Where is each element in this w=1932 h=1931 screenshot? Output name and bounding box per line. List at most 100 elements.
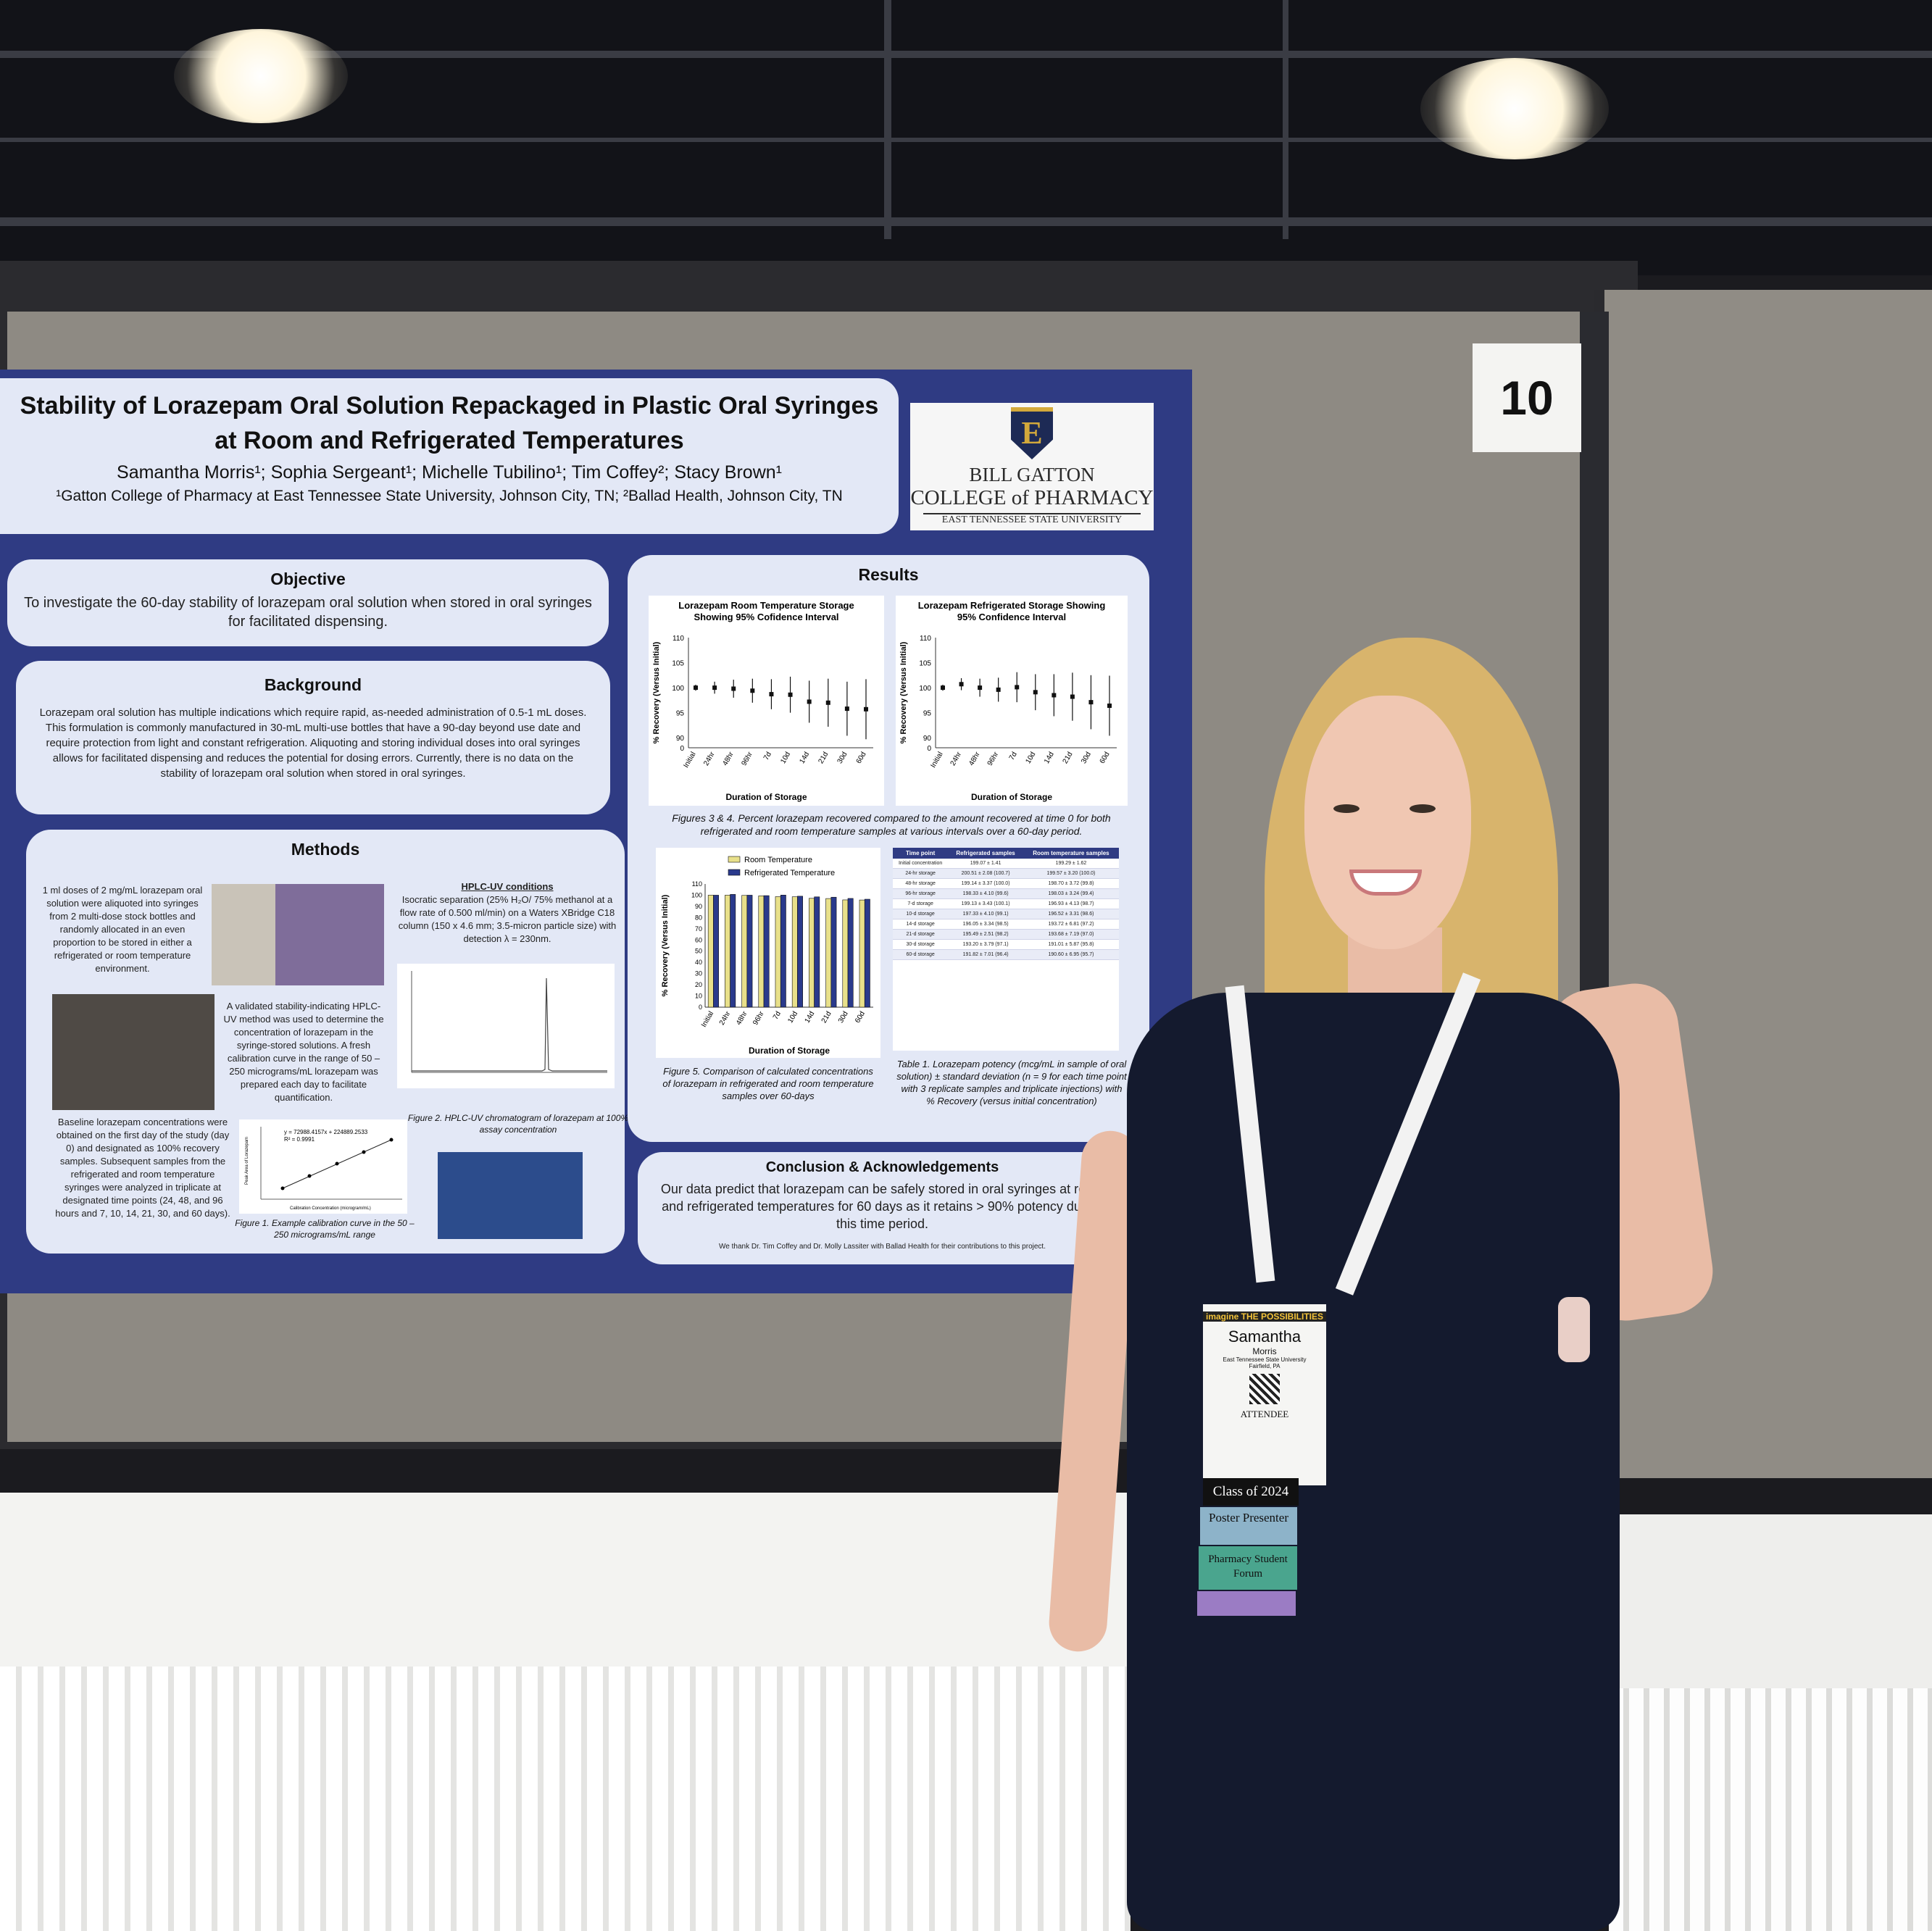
chromatogram-chart <box>397 964 615 1088</box>
table-cell: 191.82 ± 7.01 (96.4) <box>948 949 1023 960</box>
data-point <box>712 685 717 691</box>
y-tick-label: 0 <box>699 1004 702 1011</box>
x-tick-label: 14d <box>798 751 811 765</box>
figure2-caption: Figure 2. HPLC-UV chromatogram of loraze… <box>407 1113 629 1135</box>
y-tick-label: 100 <box>691 891 702 898</box>
data-point <box>1088 700 1094 705</box>
bar <box>797 896 803 1008</box>
x-tick-label: 24hr <box>949 750 964 767</box>
bar <box>859 899 865 1008</box>
bar <box>791 896 798 1008</box>
table1-caption: Table 1. Lorazepam potency (mcg/mL in sa… <box>896 1059 1127 1106</box>
legend-swatch <box>728 869 741 876</box>
bar <box>763 895 770 1008</box>
table-cell: 199.14 ± 3.37 (100.0) <box>948 878 1023 889</box>
y-tick-label: 105 <box>672 660 684 668</box>
data-point <box>941 685 945 691</box>
ceiling-light <box>174 29 348 123</box>
y-tick-label: 10 <box>695 993 702 1000</box>
ceiling-truss <box>884 0 891 239</box>
fig1-ylabel: Peak Area of Lorazepam <box>245 1137 249 1185</box>
data-point <box>844 706 849 712</box>
x-tick-label: 60d <box>855 751 868 765</box>
x-axis-label: Duration of Storage <box>725 792 807 802</box>
table-cell: 197.33 ± 4.10 (99.1) <box>948 909 1023 919</box>
data-point <box>1052 693 1057 698</box>
table-cell: 199.57 ± 3.20 (100.0) <box>1023 868 1119 879</box>
eye <box>1333 804 1360 813</box>
y-tick-label: 70 <box>695 925 702 933</box>
data-point <box>959 682 964 687</box>
badge-first-name: Samantha <box>1228 1327 1302 1346</box>
table-cell: 198.33 ± 4.10 (99.6) <box>948 888 1023 899</box>
logo-line3: EAST TENNESSEE STATE UNIVERSITY <box>923 513 1141 526</box>
dress <box>1127 993 1620 1931</box>
results-heading: Results <box>858 565 919 584</box>
conclusion-text: Our data predict that lorazepam can be s… <box>660 1182 1104 1231</box>
ceiling-truss <box>0 138 1932 142</box>
chart-title: Lorazepam Room Temperature Storage <box>678 600 854 611</box>
table-cell: 199.29 ± 1.62 <box>1023 859 1119 869</box>
hplc-block: HPLC-UV conditions Isocratic separation … <box>395 880 620 946</box>
potency-table: Time point Refrigerated samples Room tempe… <box>893 848 1119 1051</box>
syringe-photo <box>212 884 275 985</box>
watch <box>1558 1297 1590 1362</box>
booth-number-card: 10 <box>1473 343 1581 452</box>
objective-text: To investigate the 60-day stability of l… <box>24 595 592 630</box>
badge-type: ATTENDEE <box>1240 1409 1289 1419</box>
data-point <box>807 699 812 704</box>
ceiling-truss <box>0 217 1932 226</box>
legend-label: Refrigerated Temperature <box>744 869 835 877</box>
data-point <box>996 687 1001 692</box>
bar <box>830 896 837 1008</box>
x-tick-label: 10d <box>786 1010 799 1025</box>
chart-title: Showing 95% Cofidence Interval <box>694 612 838 622</box>
bar <box>842 899 849 1008</box>
background-panel: Background Lorazepam oral solution has m… <box>16 661 610 814</box>
table-row: 96-hr storage 198.33 ± 4.10 (99.6) 198.03 … <box>893 888 1119 899</box>
y-tick-label: 110 <box>692 880 702 888</box>
eye <box>1410 804 1436 813</box>
x-tick-label: 24hr <box>718 1009 733 1026</box>
table-row: 21-d storage 195.49 ± 2.51 (98.2) 193.68 ±… <box>893 929 1119 940</box>
bar <box>730 894 736 1008</box>
bar <box>758 896 765 1008</box>
x-axis-label: Duration of Storage <box>749 1046 830 1056</box>
table-cell: 48-hr storage <box>893 878 949 889</box>
table-cell: 7-d storage <box>893 898 949 909</box>
room-temp-recovery-chart: Lorazepam Room Temperature StorageShowin… <box>649 596 884 806</box>
x-tick-label: 7d <box>772 1010 783 1021</box>
figure5-caption: Figure 5. Comparison of calculated conce… <box>662 1066 874 1101</box>
class-ribbon: Class of 2024 <box>1203 1478 1299 1506</box>
table-cell: 193.72 ± 6.81 (97.2) <box>1023 919 1119 930</box>
figures34-caption: Figures 3 & 4. Percent lorazepam recover… <box>672 812 1111 837</box>
data-point <box>750 688 755 693</box>
table-row: 48-hr storage 199.14 ± 3.37 (100.0) 198.70… <box>893 878 1119 889</box>
bar <box>713 895 719 1008</box>
data-point <box>1033 690 1038 695</box>
table-row: Initial concentration 199.07 ± 1.41 199.29… <box>893 859 1119 869</box>
poster-title-panel: Stability of Lorazepam Oral Solution Rep… <box>0 378 899 534</box>
data-point <box>694 685 698 691</box>
x-tick-label: 7d <box>1008 751 1019 762</box>
chart-title: 95% Confidence Interval <box>957 612 1066 622</box>
x-tick-label: Initial <box>929 751 944 770</box>
table-cell: 196.05 ± 3.34 (98.5) <box>948 919 1023 930</box>
chart-title: Lorazepam Refrigerated Storage Showing <box>918 600 1106 611</box>
ceiling-light <box>1420 58 1609 159</box>
logo-line1: BILL GATTON <box>969 464 1095 485</box>
y-tick-label: 0 <box>680 745 684 753</box>
conclusion-panel: Conclusion & Acknowledgements Our data p… <box>638 1152 1127 1264</box>
table-cell: Initial concentration <box>893 859 949 869</box>
table-cell: 198.03 ± 3.24 (99.4) <box>1023 888 1119 899</box>
methods-heading: Methods <box>291 840 360 859</box>
x-tick-label: 30d <box>836 751 849 765</box>
purple-ribbon <box>1197 1591 1296 1616</box>
methods-text-3: Baseline lorazepam concentrations were o… <box>55 1117 230 1219</box>
table-row: 14-d storage 196.05 ± 3.34 (98.5) 193.72 ±… <box>893 919 1119 930</box>
table-header: Time point <box>893 848 949 859</box>
y-axis-label: % Recovery (Versus Initial) <box>652 641 661 743</box>
ceiling-truss <box>1283 0 1288 239</box>
badge-school: East Tennessee State University <box>1223 1356 1307 1363</box>
table-skirt <box>1609 1688 1932 1931</box>
